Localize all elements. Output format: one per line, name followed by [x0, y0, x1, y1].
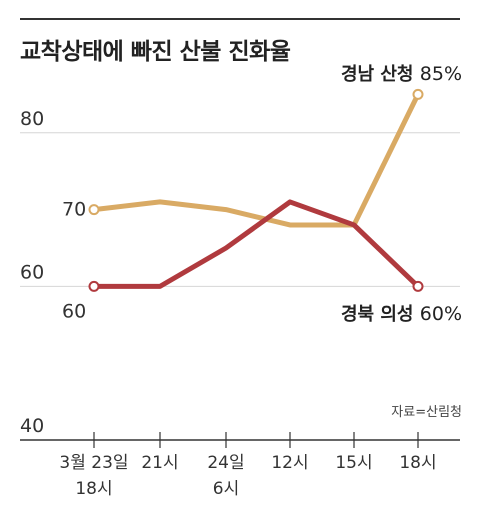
- top-rule: [20, 18, 460, 20]
- data-point: [412, 280, 424, 292]
- x-tick-label: 21시: [141, 453, 178, 473]
- data-point: [88, 204, 100, 216]
- chart-title: 교착상태에 빠진 산불 진화율: [20, 39, 291, 65]
- series-end-label: 경북 의성 60%: [341, 303, 462, 325]
- grid-lines: 40 60 80: [20, 108, 460, 441]
- x-tick-label: 15시: [335, 453, 372, 473]
- series-line-1: [91, 199, 421, 289]
- x-tick-label: 12시: [271, 453, 308, 473]
- data-point: [412, 88, 424, 100]
- series-line-0: [91, 91, 421, 228]
- x-tick-label: 24일: [207, 453, 244, 473]
- x-tick-label: 3월 23일: [59, 453, 128, 473]
- series-end-label: 경남 산청 85%: [341, 63, 462, 85]
- start-value-label: 70: [62, 199, 86, 221]
- start-value-label: 60: [62, 300, 86, 322]
- series-name: 경북 의성: [341, 304, 420, 325]
- series-end-value: 85%: [420, 63, 462, 85]
- y-tick-label: 40: [20, 415, 44, 437]
- y-tick-label: 60: [20, 261, 44, 283]
- series-end-value: 60%: [420, 303, 462, 325]
- x-tick-label: 6시: [213, 479, 239, 499]
- source-note: 자료=산림청: [391, 405, 462, 420]
- series-name: 경남 산청: [341, 64, 420, 85]
- x-tick-label: 18시: [75, 479, 112, 499]
- chart-labels: 70 60 경남 산청 85% 경북 의성 60%: [62, 63, 462, 325]
- data-point: [88, 280, 100, 292]
- y-tick-label: 80: [20, 108, 44, 130]
- x-tick-label: 18시: [399, 453, 436, 473]
- x-axis: 3월 23일 18시 21시 24일 6시 12시 15시 18시: [20, 432, 460, 499]
- series-lines: [88, 88, 424, 292]
